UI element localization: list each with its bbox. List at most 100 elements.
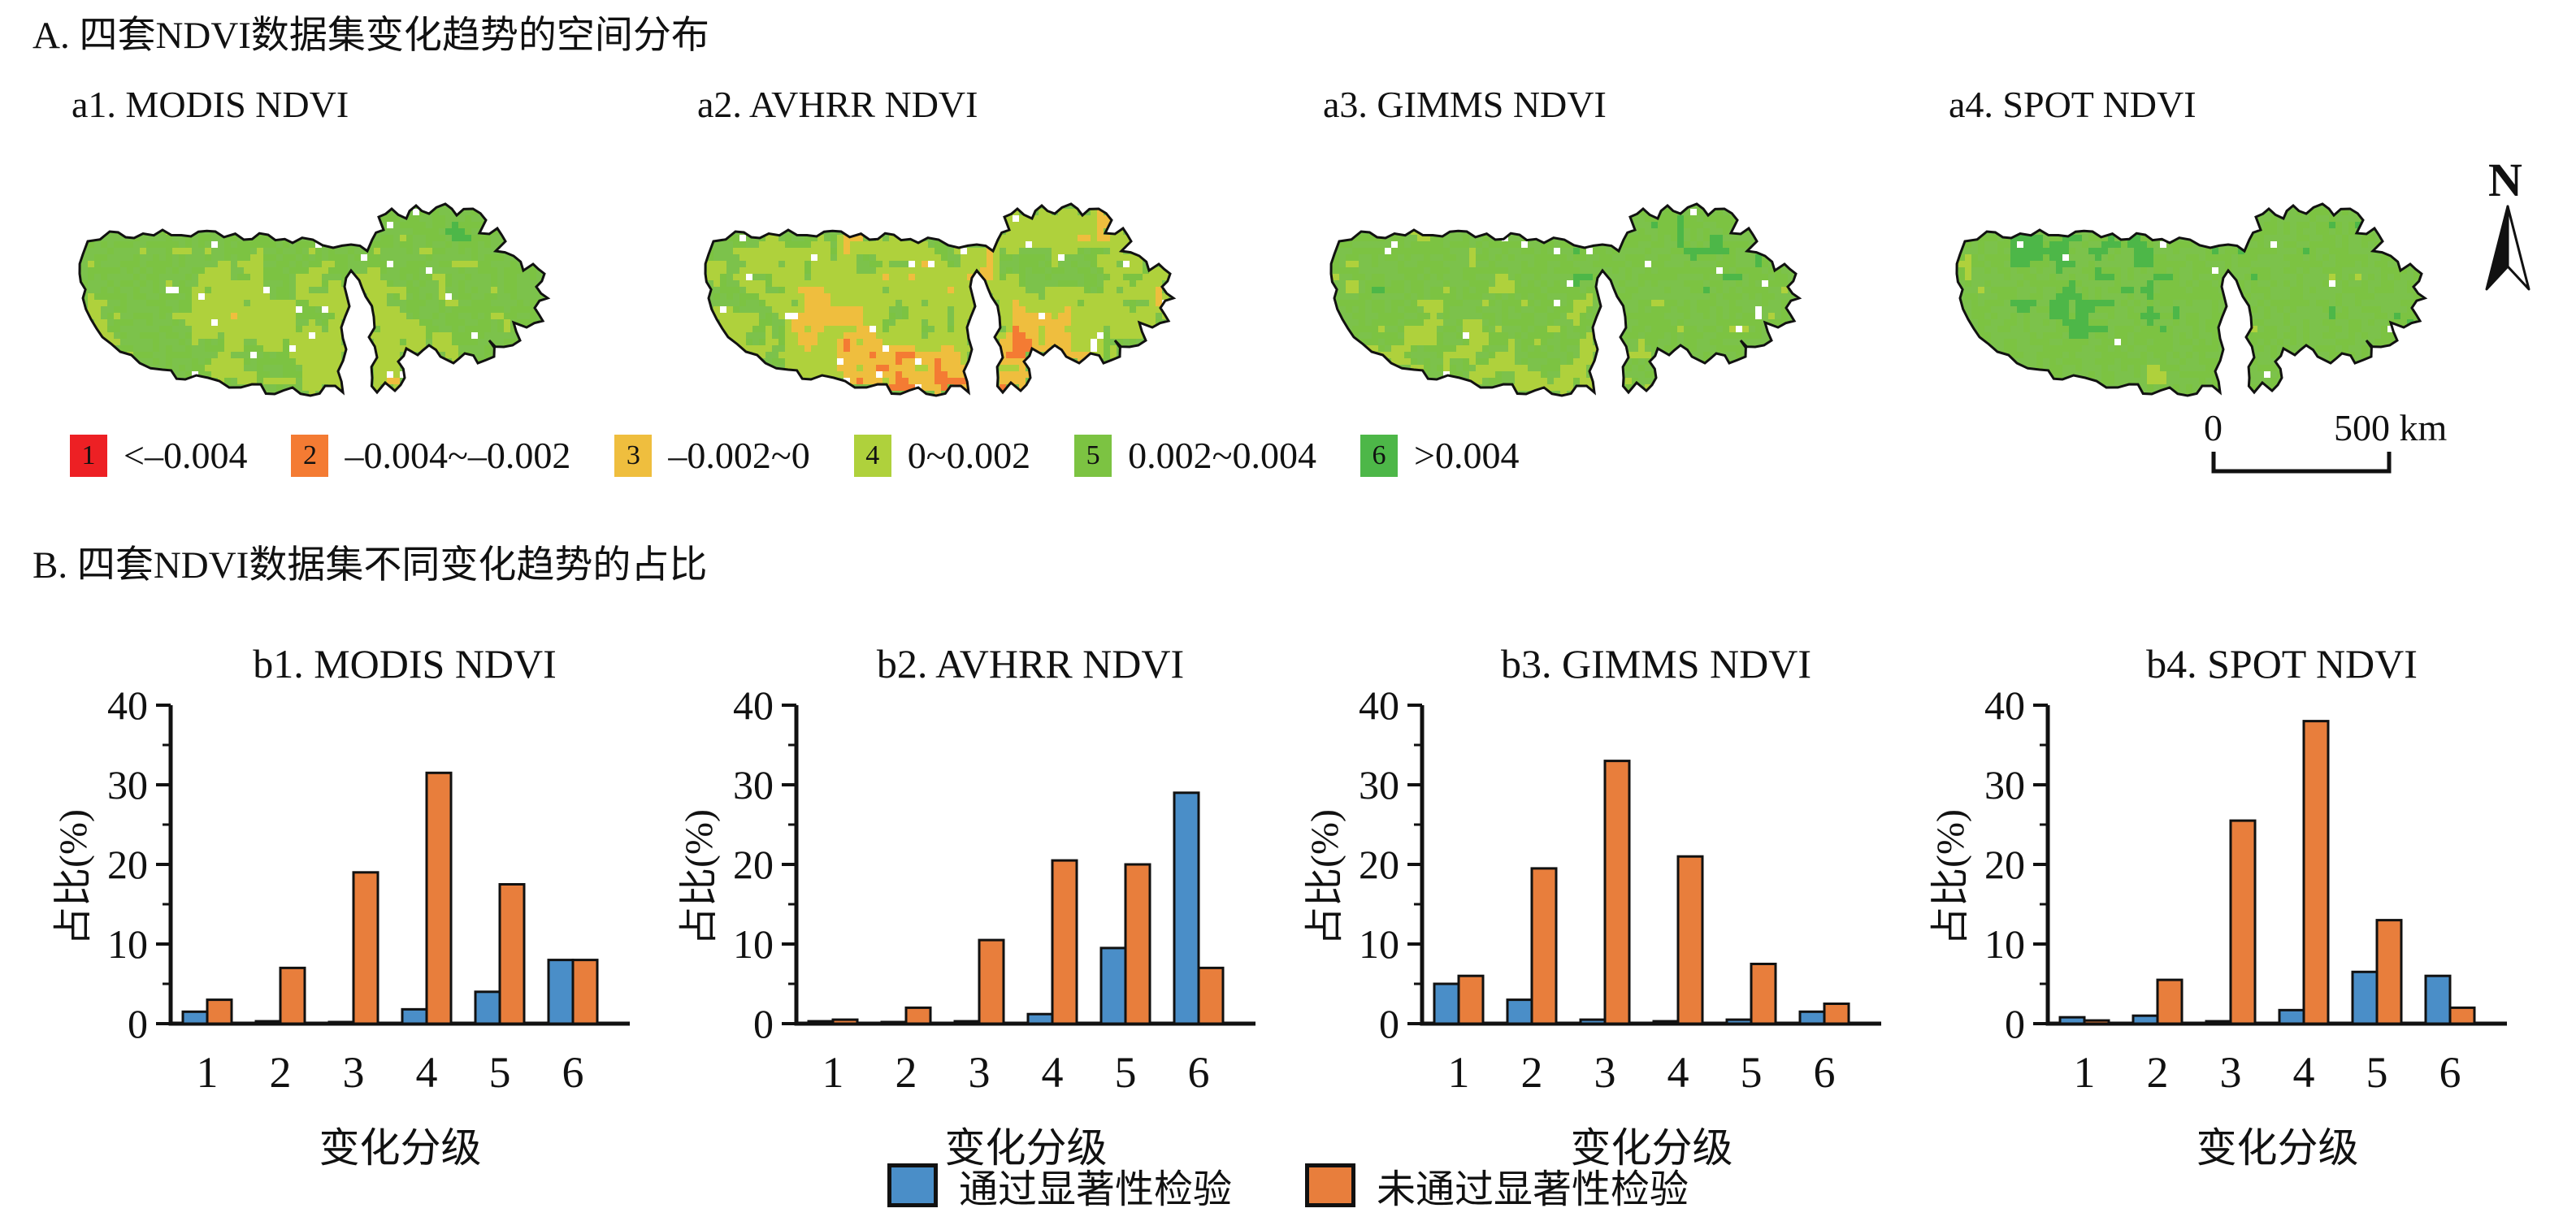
x-tick-label: 5	[2366, 1048, 2388, 1097]
map-region-outline	[1955, 202, 2428, 397]
bar-chart-b1: b1. MODIS NDVI 占比(%) 0 10 20 30 40 1 2 3 4 5 6 变化分级	[49, 616, 666, 1219]
bar-chart-b4: b4. SPOT NDVI 占比(%) 0 10 20 30 40 1 2 3 4 5 6 变化分级	[1926, 616, 2543, 1219]
legend-class-item-3: 3 –0.002~0	[614, 434, 810, 477]
x-tick-label: 3	[969, 1048, 991, 1097]
bar-passed-class-6	[2424, 974, 2452, 1025]
bar-passed-class-6	[547, 959, 575, 1025]
x-tick-label: 5	[1741, 1048, 1763, 1097]
y-tick-label: 30	[107, 762, 148, 808]
x-axis-label: 变化分级	[2197, 1125, 2359, 1171]
significance-legend-label: 未通过显著性检验	[1377, 1168, 1689, 1211]
x-tick-label: 4	[1042, 1048, 1064, 1097]
legend-class-item-1: 1 <–0.004	[70, 434, 247, 477]
bar-failed-class-2	[2156, 978, 2184, 1025]
legend-class-item-6: 6 >0.004	[1360, 434, 1519, 477]
bar-failed-class-1	[1457, 974, 1485, 1025]
x-tick-label: 3	[1594, 1048, 1616, 1097]
y-axis-label: 占比(%)	[52, 809, 95, 946]
x-tick-label: 1	[1448, 1048, 1470, 1097]
y-tick-label: 0	[2005, 1001, 2025, 1046]
north-arrow-icon	[2485, 205, 2530, 291]
bar-failed-class-2	[904, 1006, 932, 1025]
y-tick-label: 30	[1984, 762, 2025, 808]
x-tick-label: 4	[2293, 1048, 2315, 1097]
bar-passed-class-1	[1433, 982, 1460, 1025]
y-axis-label: 占比(%)	[1929, 809, 1972, 946]
y-tick-label: 40	[733, 682, 774, 728]
bar-failed-class-6	[2448, 1006, 2476, 1025]
bar-failed-class-5	[1124, 863, 1151, 1025]
x-tick-label: 5	[489, 1048, 511, 1097]
x-tick-label: 1	[822, 1048, 844, 1097]
significance-legend-swatch	[1305, 1163, 1355, 1207]
legend-class-swatch: 6	[1360, 434, 1399, 477]
bar-passed-class-3	[327, 1020, 355, 1025]
y-tick-label: 0	[753, 1001, 774, 1046]
x-tick-label: 3	[343, 1048, 365, 1097]
legend-class-swatch: 2	[291, 434, 329, 477]
bar-passed-class-1	[181, 1010, 209, 1025]
bar-passed-class-4	[2278, 1008, 2305, 1025]
bar-failed-class-1	[831, 1018, 859, 1025]
bar-passed-class-3	[1579, 1018, 1607, 1025]
bar-failed-class-2	[279, 966, 306, 1025]
y-tick-label: 30	[733, 762, 774, 808]
chart-title: b2. AVHRR NDVI	[877, 641, 1184, 686]
y-tick-label: 20	[107, 842, 148, 887]
significance-legend-label: 通过显著性检验	[958, 1168, 1232, 1211]
y-axis-label: 占比(%)	[1303, 809, 1347, 946]
y-tick-label: 30	[1359, 762, 1399, 808]
x-tick-label: 3	[2220, 1048, 2242, 1097]
x-tick-label: 6	[562, 1048, 584, 1097]
bar-passed-class-5	[474, 990, 501, 1025]
north-arrow-label: N	[2488, 154, 2522, 206]
legend-class-label: <–0.004	[124, 435, 248, 476]
y-tick-label: 20	[733, 842, 774, 887]
chart-title: b1. MODIS NDVI	[253, 641, 557, 686]
map-region-outline	[1329, 202, 1802, 397]
bar-passed-class-2	[880, 1020, 908, 1025]
map-spot-ndvi	[1955, 202, 2428, 397]
legend-class-swatch: 4	[853, 434, 891, 477]
x-tick-label: 1	[2074, 1048, 2096, 1097]
bar-passed-class-5	[2351, 970, 2379, 1025]
x-tick-label: 1	[197, 1048, 219, 1097]
bar-failed-class-3	[1603, 760, 1631, 1025]
y-tick-label: 40	[1359, 682, 1399, 728]
x-axis-label: 变化分级	[1571, 1125, 1733, 1171]
axes	[1420, 705, 1881, 1026]
bar-passed-class-5	[1099, 946, 1127, 1025]
x-tick-label: 6	[2439, 1048, 2461, 1097]
x-tick-label: 6	[1188, 1048, 1210, 1097]
x-tick-label: 2	[896, 1048, 917, 1097]
panel-a-title: A. 四套NDVI数据集变化趋势的空间分布	[33, 15, 709, 57]
bar-passed-class-4	[1652, 1020, 1680, 1025]
x-tick-label: 6	[1814, 1048, 1836, 1097]
significance-legend: 通过显著性检验 未通过显著性检验	[0, 1157, 2576, 1214]
legend-class-item-2: 2 –0.004~–0.002	[291, 434, 570, 477]
scalebar-end-label: 500 km	[2334, 407, 2448, 448]
trend-class-legend: 1 <–0.004 2 –0.004~–0.002 3 –0.002~0 4 0~0.002 5…	[70, 434, 1563, 477]
bar-failed-class-4	[1051, 859, 1078, 1025]
x-axis-label: 变化分级	[945, 1125, 1108, 1171]
scalebar-zero-label: 0	[2204, 407, 2223, 448]
map-region-outline	[78, 202, 551, 397]
bar-passed-class-4	[401, 1007, 428, 1025]
scale-bar	[2211, 452, 2392, 474]
bar-failed-class-3	[978, 938, 1005, 1025]
legend-class-item-5: 5 0.002~0.004	[1074, 434, 1316, 477]
y-axis-label: 占比(%)	[678, 809, 721, 946]
bar-failed-class-4	[1676, 855, 1704, 1025]
bar-passed-class-6	[1173, 791, 1200, 1025]
bar-failed-class-2	[1530, 867, 1558, 1025]
y-tick-label: 20	[1359, 842, 1399, 887]
map-label-a4: a4. SPOT NDVI	[1949, 84, 2197, 125]
y-tick-label: 10	[733, 921, 774, 967]
bar-passed-class-3	[953, 1020, 981, 1025]
significance-legend-item-failed: 未通过显著性检验	[1305, 1157, 1689, 1214]
legend-class-label: >0.004	[1414, 435, 1520, 476]
bar-passed-class-1	[2058, 1016, 2086, 1025]
bar-failed-class-4	[2302, 720, 2330, 1025]
panel-b-title: B. 四套NDVI数据集不同变化趋势的占比	[33, 544, 708, 587]
map-label-a1: a1. MODIS NDVI	[72, 84, 349, 125]
